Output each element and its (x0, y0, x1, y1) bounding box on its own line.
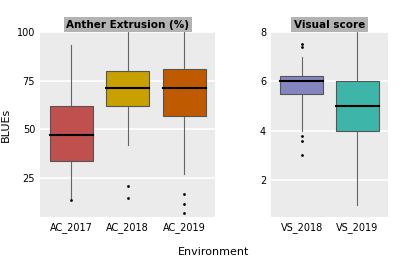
Bar (336, 81, 378, 131)
Text: Environment: Environment (178, 247, 250, 257)
Bar (163, 69, 206, 116)
Y-axis label: BLUEs: BLUEs (1, 107, 11, 142)
Title: Anther Extrusion (%): Anther Extrusion (%) (66, 20, 189, 30)
Bar (280, 76, 323, 94)
Bar (50, 106, 93, 161)
Title: Visual score: Visual score (294, 20, 365, 30)
Bar (106, 71, 149, 106)
